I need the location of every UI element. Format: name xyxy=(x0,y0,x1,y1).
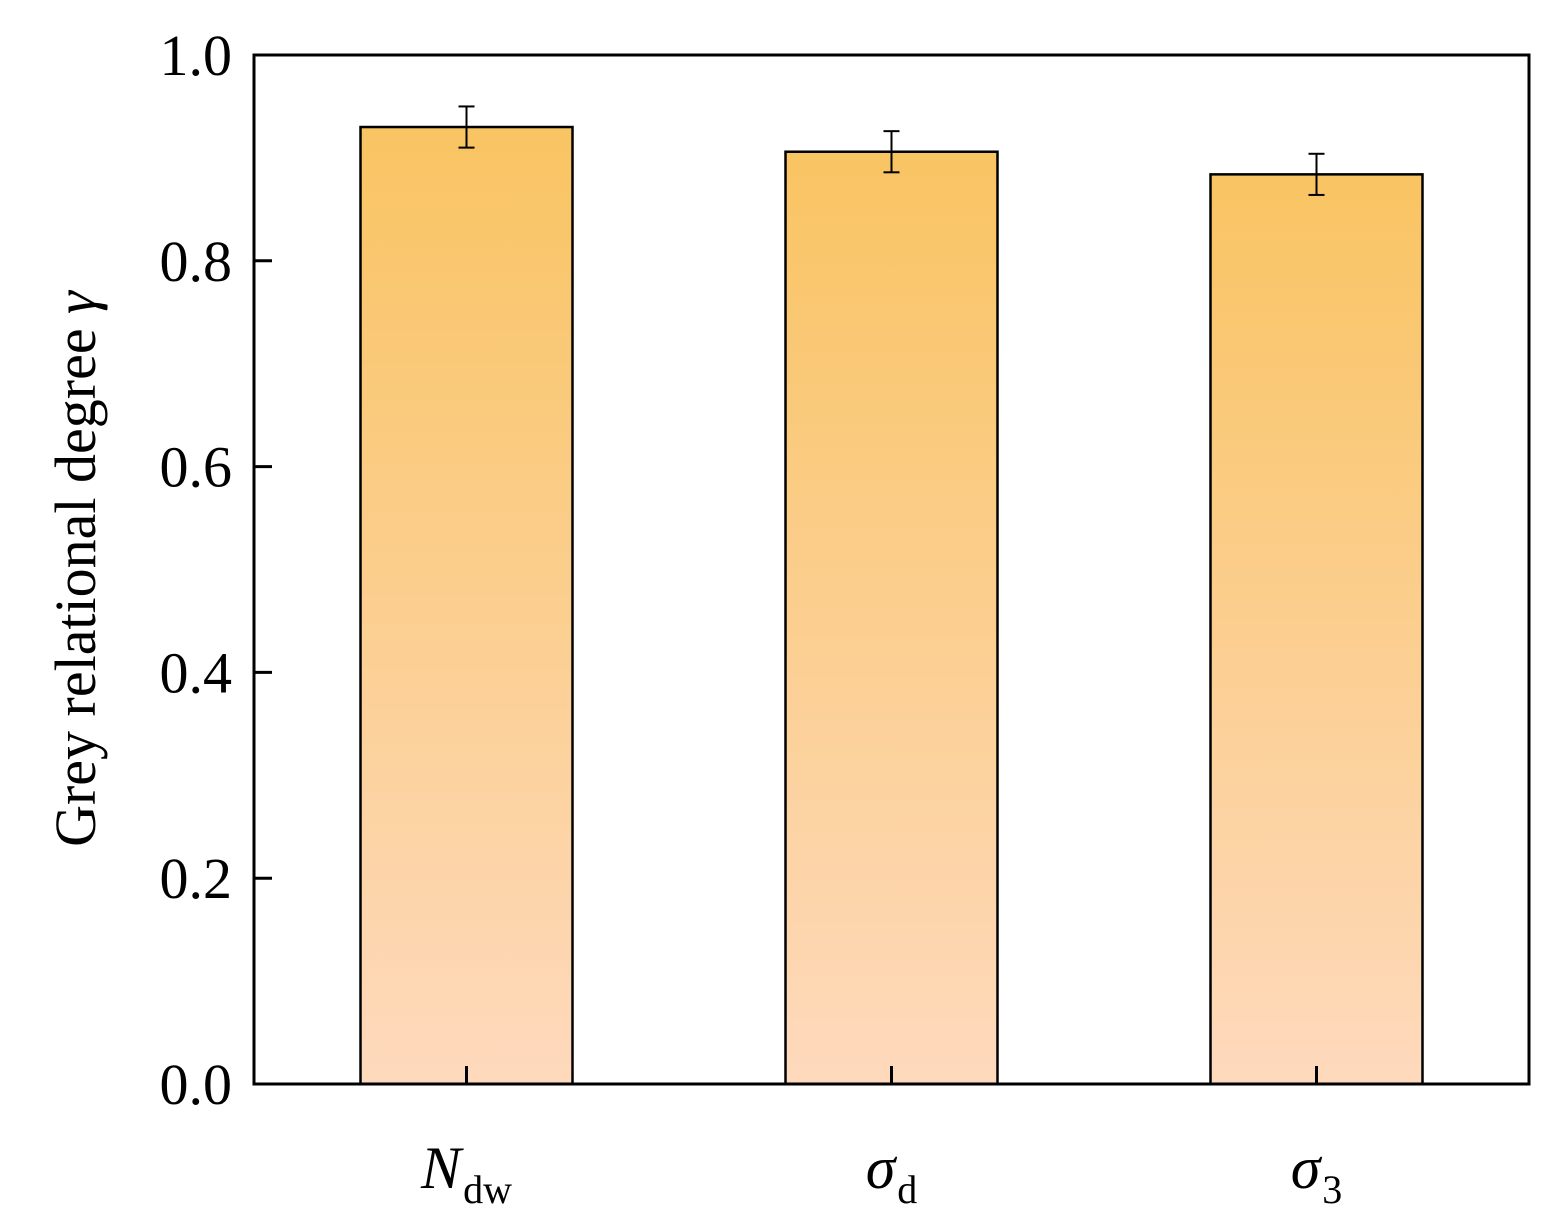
x-tick-label: Ndw xyxy=(420,1135,512,1212)
y-axis-label-symbol: γ xyxy=(43,289,108,314)
x-axis: Ndw σd σ3 xyxy=(420,1066,1342,1212)
y-tick-label: 0.0 xyxy=(160,1052,233,1117)
y-tick-label: 0.6 xyxy=(160,435,233,500)
y-axis-label-text: Grey relational degree xyxy=(43,314,108,847)
error-bars-layer xyxy=(458,105,1325,196)
x-tick-label-main: N xyxy=(420,1135,464,1201)
y-axis: 0.0 0.2 0.4 0.6 0.8 1.0 xyxy=(160,23,272,1117)
bars-layer xyxy=(359,125,1424,1086)
y-tick-label: 0.4 xyxy=(160,640,233,705)
bar xyxy=(359,125,574,1086)
x-tick-label: σ3 xyxy=(1291,1135,1343,1212)
y-tick-label: 0.8 xyxy=(160,229,233,294)
x-tick-label-sub: d xyxy=(897,1167,917,1212)
bar xyxy=(784,150,999,1086)
y-axis-label: Grey relational degree γ xyxy=(43,289,108,847)
y-tick-label: 1.0 xyxy=(160,23,233,88)
x-tick-label-sub: 3 xyxy=(1322,1167,1342,1212)
x-tick-label: σd xyxy=(866,1135,918,1212)
bar xyxy=(1209,173,1424,1086)
y-tick-label: 0.2 xyxy=(160,846,233,911)
x-tick-label-main: σ xyxy=(866,1135,898,1201)
x-tick-label-main: σ xyxy=(1291,1135,1323,1201)
x-tick-label-sub: dw xyxy=(463,1167,512,1212)
